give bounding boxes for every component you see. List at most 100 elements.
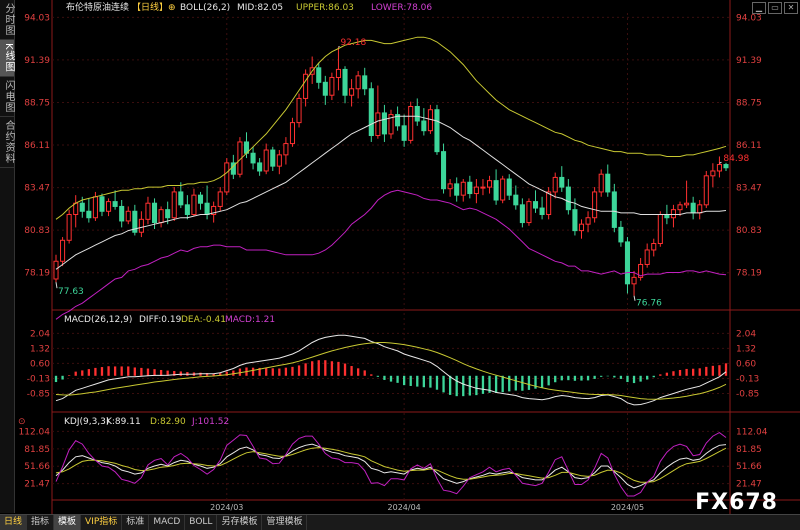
candle-body-36 <box>289 122 296 145</box>
candle-body-38 <box>303 73 309 99</box>
candle-body-35 <box>283 143 289 156</box>
candle-body-18 <box>171 191 177 219</box>
candle-body-42 <box>329 76 335 96</box>
candle-body-97 <box>690 202 696 214</box>
bottom-tab-4[interactable]: 标准 <box>122 515 150 530</box>
macd-bar-91 <box>652 375 655 378</box>
left-tab-2[interactable]: 闪电图 <box>0 77 14 117</box>
macd-bar-81 <box>586 375 590 381</box>
bottom-tab-1[interactable]: 指标 <box>27 515 55 530</box>
bottom-tab-8[interactable]: 管理模板 <box>262 515 308 530</box>
boll-upper-line <box>55 36 727 220</box>
macd-bar-30 <box>251 367 255 376</box>
macd-bar-90 <box>646 375 649 380</box>
candle-body-71 <box>519 204 525 224</box>
macd-bar-14 <box>146 368 150 376</box>
macd-bar-42 <box>330 361 334 376</box>
bottom-tab-5[interactable]: MACD <box>149 515 186 530</box>
candle-body-32 <box>263 149 269 172</box>
candle-body-76 <box>552 176 558 193</box>
macd-bar-53 <box>402 375 406 386</box>
candle-body-64 <box>473 186 479 195</box>
macd-bar-65 <box>481 375 485 394</box>
macd-bar-73 <box>534 375 537 389</box>
macd-bar-2 <box>67 375 71 376</box>
kdj-d-line <box>55 447 727 483</box>
candle-body-101 <box>716 164 722 172</box>
macd-bar-82 <box>593 375 596 379</box>
candle-body-98 <box>697 204 703 214</box>
candle-body-86 <box>618 226 624 243</box>
price-ytick-left-5: 80.83 <box>24 226 50 236</box>
left-tab-0[interactable]: 分时图 <box>0 0 14 40</box>
candle-body-46 <box>355 75 361 90</box>
restore-icon[interactable]: ▭ <box>768 2 782 14</box>
macd-bar-41 <box>324 360 327 376</box>
bottom-tab-6[interactable]: BOLL <box>185 515 218 530</box>
macd-bar-64 <box>475 375 478 396</box>
candle-body-61 <box>454 183 460 196</box>
close-icon[interactable]: ✕ <box>784 2 798 14</box>
macd-bar-36 <box>291 366 294 376</box>
macd-ytick-right-4: -0.85 <box>736 389 759 399</box>
price-ytick-left-4: 83.47 <box>24 184 50 194</box>
macd-bar-26 <box>225 371 228 376</box>
candle-body-8 <box>106 201 112 212</box>
macd-bar-31 <box>258 367 261 376</box>
macd-dea-line <box>55 342 727 400</box>
minimize-icon[interactable]: ▁ <box>752 2 766 14</box>
kdj-ytick-right-0: 112.04 <box>736 427 768 437</box>
bottom-tab-3[interactable]: VIP指标 <box>81 515 123 530</box>
left-tab-bar: 分时图 K线图 闪电图 合约资料 <box>0 0 15 513</box>
candle-body-19 <box>178 191 184 206</box>
macd-bar-63 <box>468 375 471 396</box>
macd-bar-46 <box>357 368 360 376</box>
price-title: 布伦特原油连续 <box>66 1 129 13</box>
bottom-tab-7[interactable]: 另存模板 <box>217 515 263 530</box>
bottom-tab-0[interactable]: 日线 <box>0 515 28 530</box>
kdj-ytick-left-2: 51.66 <box>24 462 50 472</box>
macd-bar-61 <box>455 375 458 397</box>
bottom-tab-2[interactable]: 模板 <box>54 515 82 530</box>
candle-body-50 <box>381 112 387 135</box>
macd-bar-4 <box>81 370 84 376</box>
macd-bar-39 <box>311 361 314 376</box>
macd-bar-85 <box>613 375 616 378</box>
macd-bar-95 <box>678 369 682 376</box>
left-tab-1[interactable]: K线图 <box>0 40 14 77</box>
macd-bar-5 <box>87 369 90 376</box>
candle-body-94 <box>670 209 676 219</box>
left-tab-3[interactable]: 合约资料 <box>0 117 14 168</box>
macd-bar-51 <box>389 375 393 382</box>
candle-body-12 <box>132 210 138 233</box>
candle-body-92 <box>657 214 663 245</box>
macd-bar-70 <box>514 375 517 391</box>
macd-bar-0 <box>54 375 58 383</box>
xtick-1: 2024/04 <box>388 503 421 512</box>
candle-body-67 <box>493 180 499 201</box>
annot-high: 92.18 <box>340 38 366 48</box>
candle-body-88 <box>631 276 637 285</box>
macd-bar-10 <box>120 366 123 376</box>
candle-body-73 <box>532 201 539 209</box>
candle-body-21 <box>191 194 197 216</box>
macd-bar-87 <box>626 375 629 383</box>
candle-body-100 <box>710 170 716 177</box>
candle-body-78 <box>565 186 571 211</box>
candle-body-30 <box>250 152 256 164</box>
candle-body-4 <box>79 202 85 212</box>
candle-body-37 <box>296 97 302 124</box>
kdj-k-value: K:89.11 <box>106 417 141 427</box>
macd-bar-94 <box>672 371 675 376</box>
candle-body-77 <box>559 176 565 188</box>
macd-bar-33 <box>271 368 274 376</box>
macd-bar-27 <box>232 370 235 376</box>
annot-last: 84.98 <box>723 154 749 164</box>
kdj-ytick-left-0: 112.04 <box>19 427 51 437</box>
candle-body-63 <box>467 181 473 195</box>
price-ytick-right-0: 94.03 <box>736 13 762 23</box>
macd-bar-56 <box>422 375 425 388</box>
candle-body-16 <box>158 209 164 224</box>
candle-body-31 <box>257 162 263 172</box>
macd-bar-48 <box>370 374 373 376</box>
